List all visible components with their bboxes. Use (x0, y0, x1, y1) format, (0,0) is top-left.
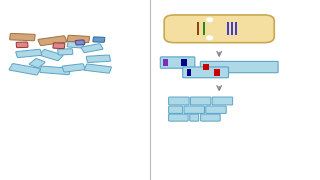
FancyBboxPatch shape (169, 97, 189, 105)
FancyBboxPatch shape (58, 49, 73, 55)
Bar (163, 59, 168, 66)
FancyBboxPatch shape (212, 97, 233, 105)
FancyBboxPatch shape (206, 106, 226, 113)
Bar (227, 22, 229, 35)
FancyBboxPatch shape (190, 97, 211, 105)
FancyBboxPatch shape (164, 15, 274, 43)
FancyBboxPatch shape (86, 55, 110, 62)
FancyBboxPatch shape (29, 59, 45, 68)
FancyBboxPatch shape (201, 114, 220, 121)
FancyBboxPatch shape (160, 57, 195, 68)
FancyBboxPatch shape (40, 66, 71, 75)
Bar (203, 64, 209, 71)
FancyBboxPatch shape (62, 64, 85, 72)
FancyBboxPatch shape (84, 64, 111, 73)
FancyBboxPatch shape (67, 35, 90, 43)
Bar (214, 69, 220, 76)
Bar (181, 59, 187, 66)
FancyBboxPatch shape (38, 36, 67, 46)
FancyBboxPatch shape (53, 43, 65, 49)
FancyBboxPatch shape (67, 41, 84, 48)
FancyBboxPatch shape (75, 40, 85, 45)
Bar (235, 22, 237, 35)
FancyBboxPatch shape (183, 67, 228, 78)
Ellipse shape (207, 18, 212, 22)
FancyBboxPatch shape (16, 42, 28, 48)
FancyBboxPatch shape (169, 106, 183, 113)
FancyBboxPatch shape (190, 114, 199, 121)
FancyBboxPatch shape (9, 64, 41, 75)
FancyBboxPatch shape (10, 33, 35, 41)
Bar (231, 22, 233, 35)
FancyBboxPatch shape (16, 49, 42, 58)
Bar (187, 69, 191, 76)
FancyBboxPatch shape (169, 114, 188, 121)
FancyBboxPatch shape (39, 50, 63, 61)
Bar (197, 22, 199, 35)
Ellipse shape (207, 36, 212, 40)
FancyBboxPatch shape (200, 61, 278, 73)
FancyBboxPatch shape (93, 37, 105, 42)
FancyBboxPatch shape (184, 106, 204, 113)
Bar (203, 22, 205, 35)
FancyBboxPatch shape (81, 44, 103, 53)
